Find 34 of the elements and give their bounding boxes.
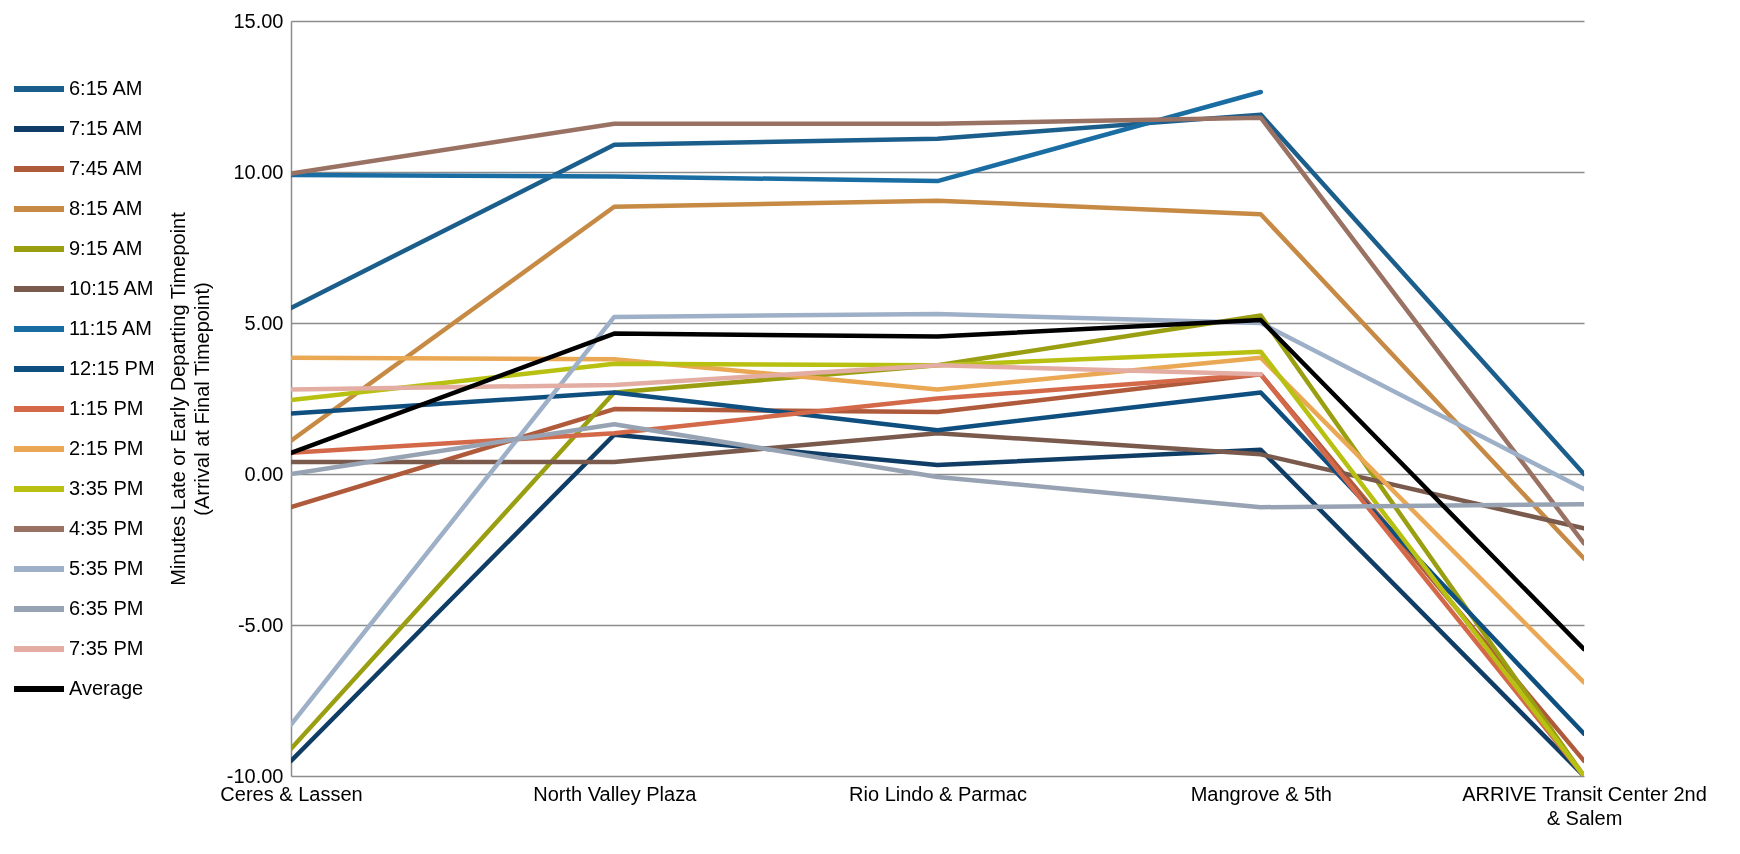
x-tick-label: Rio Lindo & Parmac xyxy=(849,782,1027,805)
legend-label: 11:15 AM xyxy=(69,317,153,339)
legend-label: 9:15 AM xyxy=(69,237,143,259)
y-tick-label: -5.00 xyxy=(237,613,284,636)
y-tick-label: 5.00 xyxy=(244,311,284,334)
x-tick-label: ARRIVE Transit Center 2nd & Salem xyxy=(1462,782,1707,829)
x-tick-label: North Valley Plaza xyxy=(533,782,698,805)
legend-label: 12:15 PM xyxy=(69,357,155,379)
line-series xyxy=(291,421,1584,510)
legend-label: 10:15 AM xyxy=(69,277,154,299)
legend-label: 2:15 PM xyxy=(69,437,144,459)
legend-label: 3:35 PM xyxy=(69,477,144,499)
y-axis-title: Minutes Late or Early Departing Timepoint (Arrival at Final Timepoint) xyxy=(166,211,213,586)
legend-label: Average xyxy=(69,677,144,699)
line-series xyxy=(291,115,1584,546)
legend-label: 6:15 AM xyxy=(69,77,143,99)
legend-label: 7:45 AM xyxy=(69,157,143,179)
legend-label: 4:35 PM xyxy=(69,517,144,539)
line-series xyxy=(291,363,1263,392)
line-series xyxy=(291,198,1584,561)
y-tick-label: 0.00 xyxy=(244,462,284,485)
line-series xyxy=(291,89,1263,184)
legend-label: 8:15 AM xyxy=(69,197,143,219)
legend-label: 7:35 PM xyxy=(69,637,144,659)
legend-label: 5:35 PM xyxy=(69,557,144,579)
y-tick-label: 10.00 xyxy=(233,160,284,183)
legend-label: 7:15 AM xyxy=(69,117,143,139)
line-series xyxy=(291,317,1584,652)
line-series xyxy=(291,430,1584,531)
x-tick-label: Mangrove & 5th xyxy=(1190,782,1332,805)
legend-label: 1:15 PM xyxy=(69,397,144,419)
legend-label: 6:35 PM xyxy=(69,597,144,619)
line-series xyxy=(291,112,1584,477)
y-tick-label: 15.00 xyxy=(233,9,284,32)
